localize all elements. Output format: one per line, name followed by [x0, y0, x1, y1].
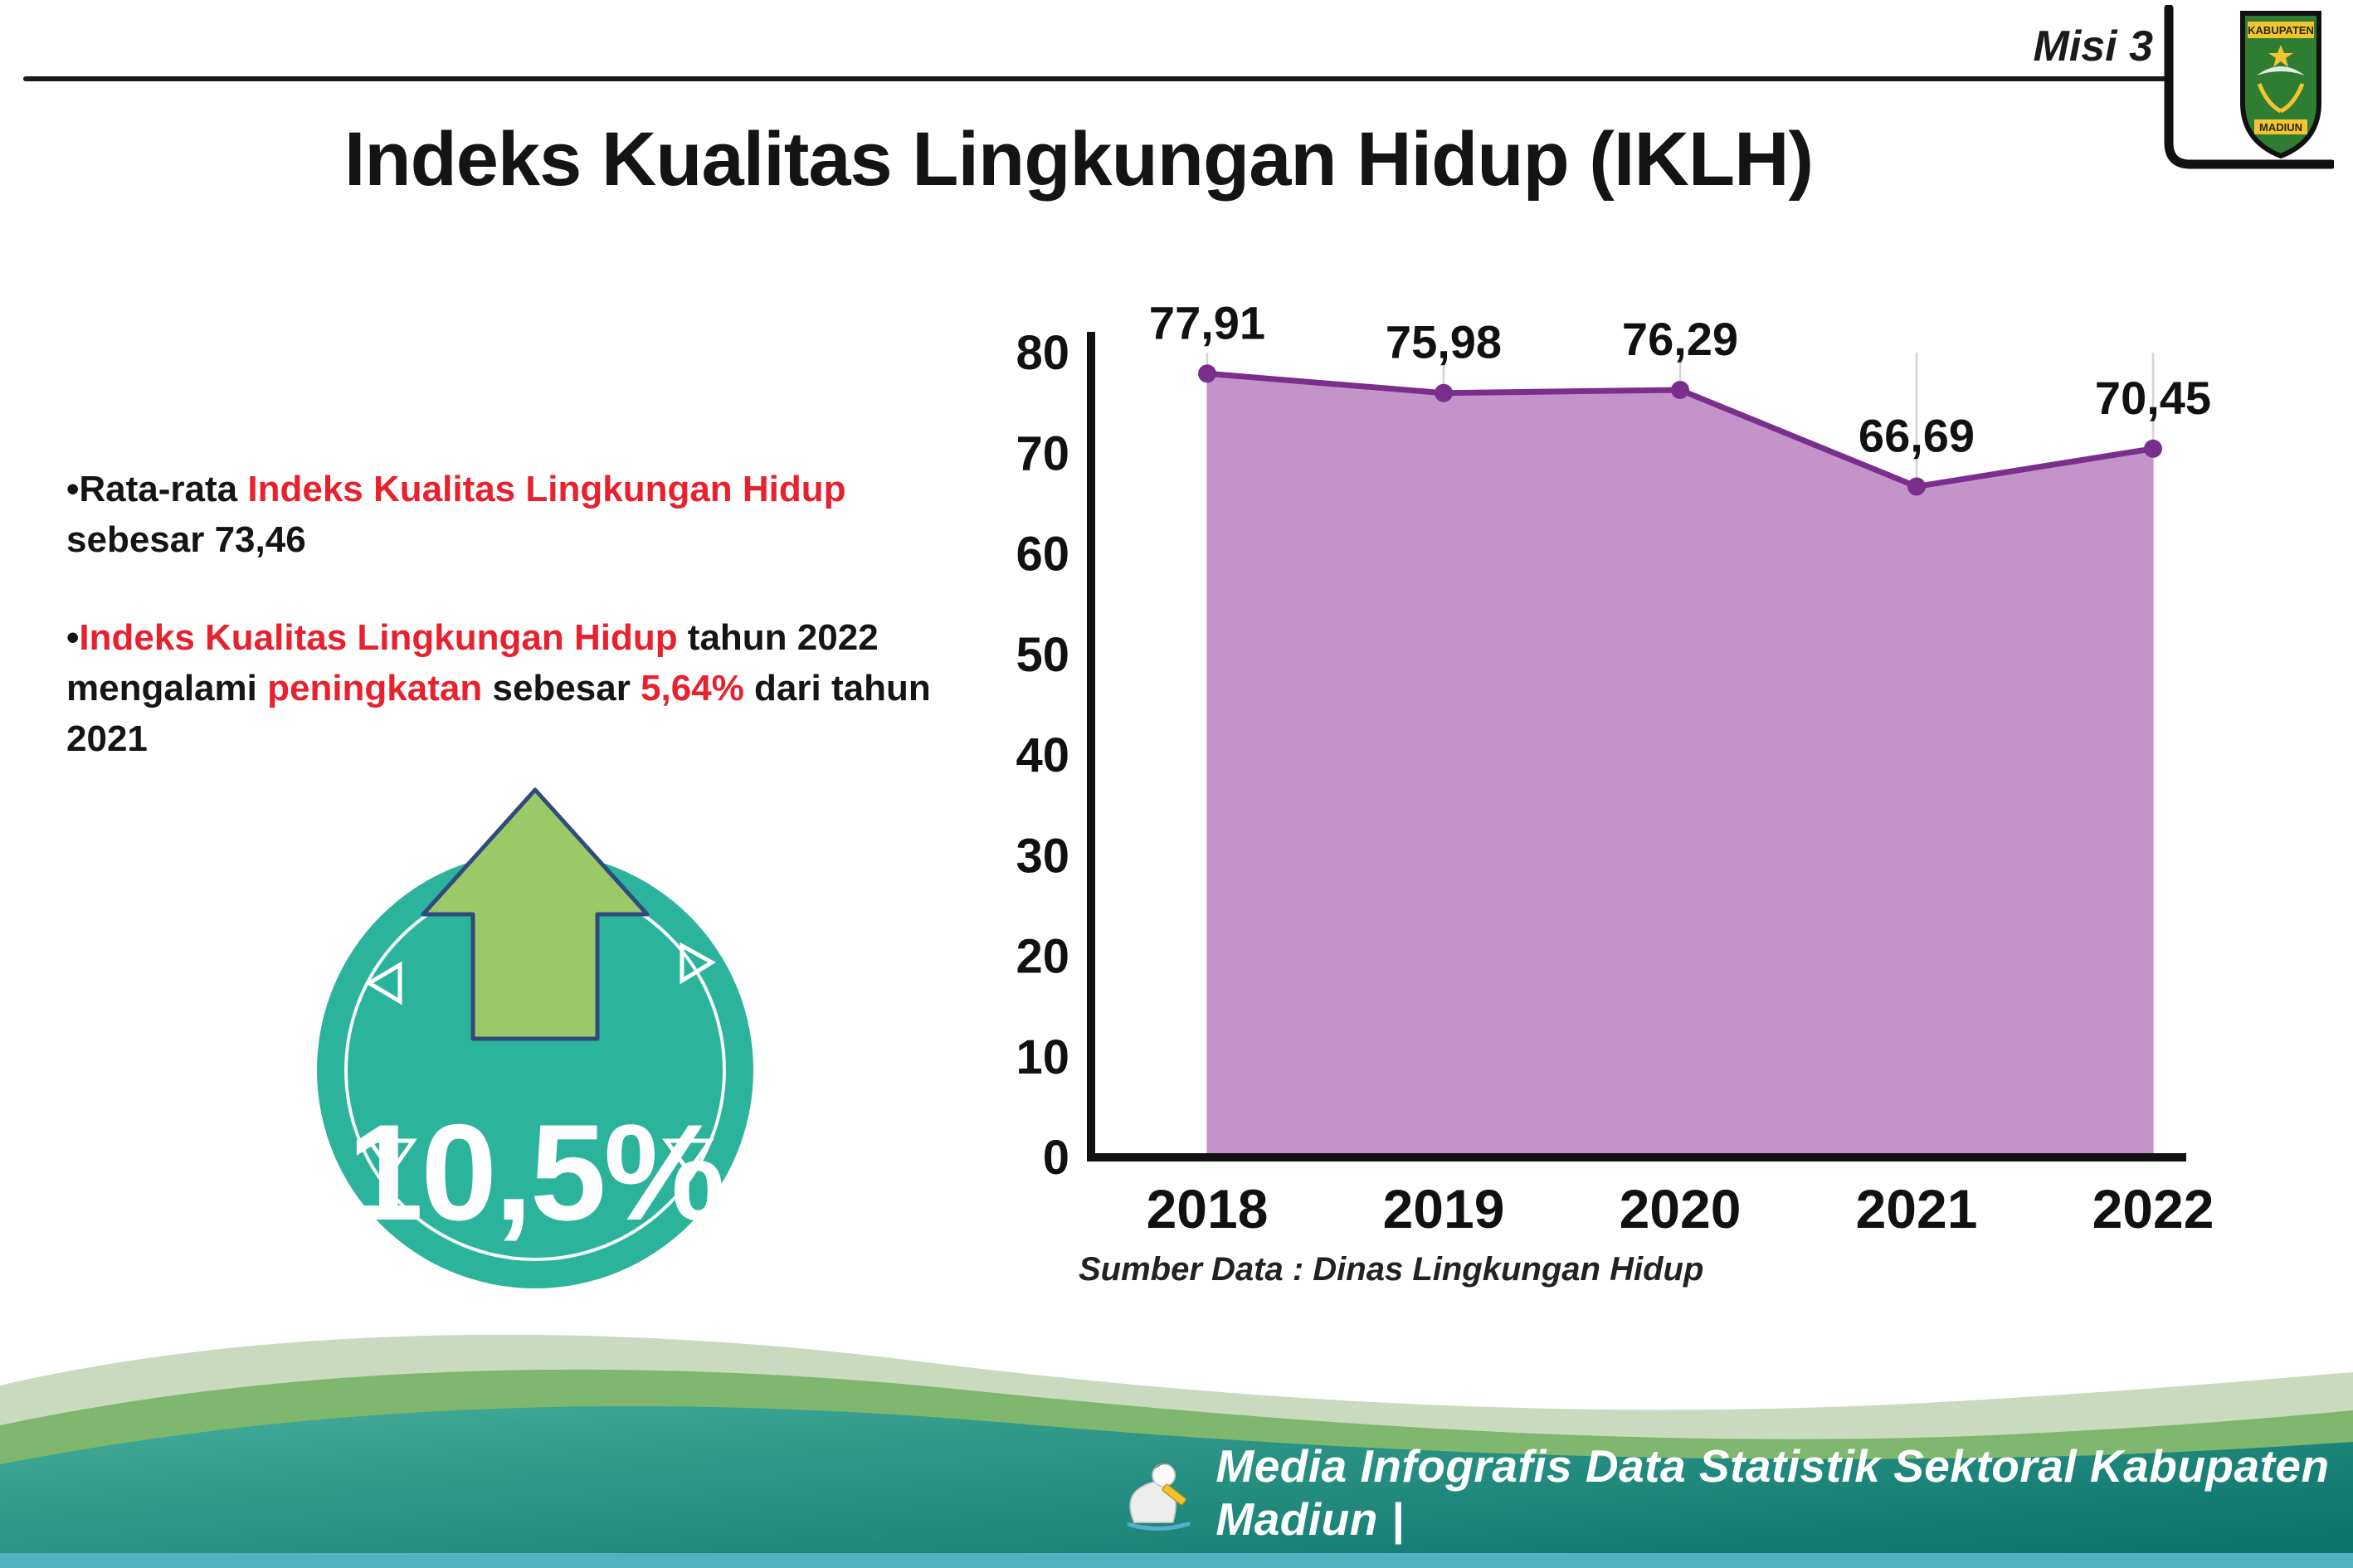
data-point	[1198, 364, 1216, 383]
triangle-decoration	[662, 1138, 714, 1176]
bullet-item: •Indeks Kualitas Lingkungan Hidup tahun …	[66, 613, 962, 764]
svg-text:MADIUN: MADIUN	[2259, 121, 2302, 134]
data-point	[1435, 383, 1453, 402]
x-tick-label: 2018	[1147, 1178, 1269, 1239]
bullet-marker: •	[66, 617, 80, 659]
y-tick-label: 0	[1043, 1131, 1069, 1185]
bullet-text-segment: sebesar 73,46	[66, 519, 306, 560]
data-point	[1671, 381, 1689, 399]
y-tick-label: 50	[1016, 628, 1069, 682]
data-point-label: 70,45	[2095, 372, 2211, 424]
misi-label: Misi 3	[2033, 22, 2154, 71]
chart-source: Sumber Data : Dinas Lingkungan Hidup	[1079, 1251, 1704, 1288]
up-arrow-icon	[421, 787, 650, 1041]
shield-icon: KABUPATEN MADIUN	[2240, 11, 2321, 159]
y-tick-label: 80	[1016, 326, 1069, 380]
kabupaten-madiun-logo: KABUPATEN MADIUN	[2156, 3, 2336, 179]
iklh-area-chart: 77,91 75,98 76,29 66,69 70,45 0 10 20 30 40 50 60 70…	[1016, 290, 2265, 1340]
triangle-decoration	[365, 1138, 417, 1176]
header-rule	[23, 76, 2170, 81]
x-tick-label: 2021	[1856, 1178, 1978, 1239]
badge-value: 10,5%	[348, 1096, 723, 1249]
y-tick-label: 60	[1016, 528, 1069, 582]
x-tick-label: 2022	[2092, 1178, 2214, 1239]
logo-frame-icon: KABUPATEN MADIUN	[2164, 3, 2336, 169]
footer-caption: Media Infografis Data Statistik Sektoral…	[1215, 1440, 2330, 1545]
triangle-decoration	[365, 961, 402, 1006]
footer-waves	[0, 1334, 2353, 1568]
data-point-label: 66,69	[1859, 409, 1975, 461]
y-tick-label: 10	[1016, 1030, 1069, 1084]
bullet-list: •Rata-rata Indeks Kualitas Lingkungan Hi…	[66, 465, 962, 813]
data-point-label: 75,98	[1386, 316, 1502, 368]
footer-bar: Media Infografis Data Statistik Sektoral…	[1120, 1439, 2353, 1546]
bullet-text-segment: dari tahun 2021	[66, 668, 931, 759]
bullet-text-segment: 5,64%	[641, 668, 744, 709]
y-tick-label: 30	[1016, 829, 1069, 883]
mascot-icon	[1127, 1463, 1191, 1531]
y-tick-label: 20	[1016, 930, 1069, 984]
bullet-text-segment: sebesar	[482, 668, 641, 709]
data-point	[2144, 439, 2162, 458]
badge-circle	[317, 852, 753, 1288]
bullet-text-segment: Indeks Kualitas Lingkungan Hidup	[247, 469, 846, 509]
svg-text:KABUPATEN: KABUPATEN	[2248, 24, 2314, 37]
x-tick-label: 2020	[1620, 1178, 1742, 1239]
bullet-item: •Rata-rata Indeks Kualitas Lingkungan Hi…	[66, 465, 962, 565]
y-tick-label: 70	[1016, 426, 1069, 480]
increase-badge: 10,5%	[299, 738, 780, 1340]
bullet-text-segment: Rata-rata	[79, 469, 248, 509]
data-point-label: 76,29	[1622, 313, 1738, 365]
bullet-marker: •	[66, 469, 80, 509]
area-fill	[1207, 373, 2153, 1157]
y-tick-label: 40	[1016, 728, 1069, 782]
bullet-text-segment: peningkatan	[267, 668, 483, 709]
bullet-text-segment: Indeks Kualitas Lingkungan Hidup	[79, 617, 678, 659]
triangle-decoration	[680, 942, 716, 985]
x-tick-label: 2019	[1383, 1178, 1505, 1239]
data-point-label: 77,91	[1149, 296, 1265, 348]
data-point	[1907, 477, 1926, 496]
bullet-text-segment: tahun 2022 mengalami	[66, 617, 879, 709]
page-title: Indeks Kualitas Lingkungan Hidup (IKLH)	[343, 117, 1814, 202]
